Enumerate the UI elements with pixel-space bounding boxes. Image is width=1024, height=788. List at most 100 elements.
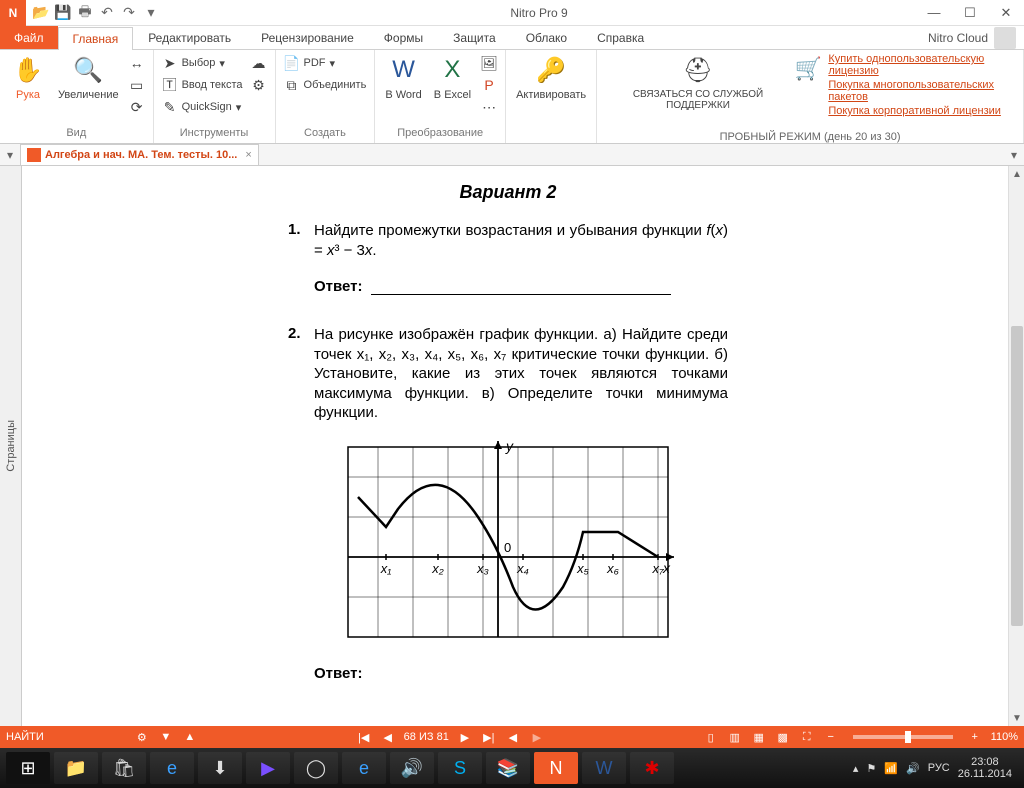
undo-icon[interactable]: ↶ — [96, 2, 118, 24]
buy-corp-link[interactable]: Покупка корпоративной лицензии — [828, 104, 1019, 118]
pdf-button[interactable]: 📄PDF ▾ — [280, 52, 371, 74]
tab-review[interactable]: Рецензирование — [246, 26, 369, 49]
next-page-icon[interactable]: ▶ — [457, 729, 473, 745]
zoom-value[interactable]: 110% — [991, 731, 1018, 743]
tb-word[interactable]: W — [582, 752, 626, 784]
view-full-icon[interactable]: ⛶ — [799, 729, 815, 745]
nav-up-icon[interactable]: ▲ — [182, 729, 198, 745]
select-button[interactable]: ➤Выбор ▾ — [158, 52, 247, 74]
tray-action-icon[interactable]: ⚑ — [866, 762, 876, 775]
tb-volume[interactable]: 🔊 — [390, 752, 434, 784]
zoom-slider[interactable] — [853, 735, 953, 739]
nav-fwd-icon[interactable]: ▶ — [529, 729, 545, 745]
support-button[interactable]: ⛑ СВЯЗАТЬСЯ СО СЛУЖБОЙ ПОДДЕРЖКИ — [601, 52, 795, 113]
rotate-button[interactable]: ⟳ — [125, 96, 149, 118]
zoom-knob[interactable] — [905, 731, 911, 743]
tab-protect[interactable]: Защита — [438, 26, 511, 49]
qat-dropdown-icon[interactable]: ▾ — [140, 2, 162, 24]
buy-single-link[interactable]: Купить однопользовательскую лицензию — [828, 52, 1019, 78]
tray-clock[interactable]: 23:08 26.11.2014 — [958, 756, 1012, 780]
to-image-button[interactable]: 🖼 — [477, 52, 501, 74]
find-label[interactable]: НАЙТИ — [6, 731, 44, 743]
nitro-cloud-account[interactable]: Nitro Cloud — [920, 26, 1024, 49]
nav-down-icon[interactable]: ▼ — [158, 729, 174, 745]
group-activate: 🔑Активировать — [506, 50, 597, 143]
tb-nitro[interactable]: N — [534, 752, 578, 784]
settings-icon[interactable]: ⚙ — [134, 729, 150, 745]
gear-button[interactable]: ⚙ — [247, 74, 271, 96]
zoom-in-icon[interactable]: + — [967, 729, 983, 745]
tray-volume-icon[interactable]: 🔊 — [906, 762, 920, 775]
doctabs-right-dropdown[interactable]: ▾ — [1004, 144, 1024, 165]
fit-width-button[interactable]: ↔ — [125, 52, 149, 74]
view-facing-icon[interactable]: ▦ — [751, 729, 767, 745]
start-button[interactable]: ⊞ — [6, 752, 50, 784]
activate-button[interactable]: 🔑Активировать — [510, 52, 592, 103]
tab-cloud[interactable]: Облако — [511, 26, 582, 49]
tb-store[interactable]: 🛍 — [102, 752, 146, 784]
page-area[interactable]: Вариант 2 1. Найдите промежутки возраста… — [22, 166, 1024, 726]
close-button[interactable]: ✕ — [988, 0, 1024, 26]
buy-multi-link[interactable]: Покупка многопользовательских пакетов — [828, 78, 1019, 104]
tb-player[interactable]: ▶ — [246, 752, 290, 784]
vertical-scrollbar[interactable]: ▲ ▼ — [1008, 166, 1024, 726]
view-cont-icon[interactable]: ▥ — [727, 729, 743, 745]
tray-network-icon[interactable]: 📶 — [884, 762, 898, 775]
view-small-buttons: ↔ ▭ ⟳ — [125, 52, 149, 118]
minimize-button[interactable]: — — [916, 0, 952, 26]
task-2-num: 2. — [288, 325, 314, 423]
zoom-button[interactable]: 🔍 Увеличение — [52, 52, 125, 103]
tb-chrome[interactable]: ◯ — [294, 752, 338, 784]
combine-button[interactable]: ⧉Объединить — [280, 74, 371, 96]
tb-downloads[interactable]: ⬇ — [198, 752, 242, 784]
view-contfacing-icon[interactable]: ▩ — [775, 729, 791, 745]
group-create-caption: Создать — [280, 125, 371, 143]
to-excel-button[interactable]: XВ Excel — [428, 52, 477, 103]
to-word-button[interactable]: WВ Word — [379, 52, 427, 103]
tray-expand-icon[interactable]: ▴ — [853, 762, 859, 775]
fit-page-button[interactable]: ▭ — [125, 74, 149, 96]
tb-ie2[interactable]: e — [342, 752, 386, 784]
nav-back-icon[interactable]: ◀ — [505, 729, 521, 745]
tab-forms[interactable]: Формы — [369, 26, 438, 49]
scroll-down-icon[interactable]: ▼ — [1009, 710, 1024, 726]
file-tab[interactable]: Файл — [0, 26, 58, 49]
tab-home[interactable]: Главная — [58, 27, 134, 50]
tab-help[interactable]: Справка — [582, 26, 659, 49]
ribbon: ✋ Рука 🔍 Увеличение ↔ ▭ ⟳ Вид ➤Выбор ▾ 🅃… — [0, 50, 1024, 144]
tb-ie[interactable]: e — [150, 752, 194, 784]
hand-tool-button[interactable]: ✋ Рука — [4, 52, 52, 103]
text-icon: 🅃 — [162, 77, 178, 93]
open-icon[interactable]: 📂 — [30, 2, 52, 24]
pages-panel-tab[interactable]: Страницы — [0, 166, 22, 726]
tb-winrar[interactable]: 📚 — [486, 752, 530, 784]
type-text-button[interactable]: 🅃Ввод текста — [158, 74, 247, 96]
to-other-button[interactable]: ⋯ — [477, 96, 501, 118]
cloud-label: Nitro Cloud — [928, 31, 988, 45]
tb-explorer[interactable]: 📁 — [54, 752, 98, 784]
last-page-icon[interactable]: ▶| — [481, 729, 497, 745]
first-page-icon[interactable]: |◀ — [356, 729, 372, 745]
print-icon[interactable]: 🖶 — [74, 2, 96, 24]
redo-icon[interactable]: ↷ — [118, 2, 140, 24]
doctabs-dropdown[interactable]: ▾ — [0, 144, 20, 165]
to-ppt-button[interactable]: P — [477, 74, 501, 96]
tab-edit[interactable]: Редактировать — [133, 26, 246, 49]
scroll-up-icon[interactable]: ▲ — [1009, 166, 1024, 182]
excel-icon: X — [436, 54, 468, 86]
quicksign-button[interactable]: ✎QuickSign ▾ — [158, 96, 247, 118]
save-icon[interactable]: 💾 — [52, 2, 74, 24]
view-single-icon[interactable]: ▯ — [703, 729, 719, 745]
document-tab[interactable]: Алгебра и нач. МА. Тем. тесты. 10... × — [20, 144, 259, 165]
close-tab-icon[interactable]: × — [245, 149, 251, 161]
cloud-button[interactable]: ☁ — [247, 52, 271, 74]
tray-lang[interactable]: РУС — [928, 762, 950, 774]
maximize-button[interactable]: ☐ — [952, 0, 988, 26]
prev-page-icon[interactable]: ◀ — [380, 729, 396, 745]
task-2-answer: Ответ: — [314, 665, 728, 682]
scroll-thumb[interactable] — [1011, 326, 1023, 626]
app-logo: N — [0, 0, 26, 26]
tb-skype[interactable]: S — [438, 752, 482, 784]
zoom-out-icon[interactable]: − — [823, 729, 839, 745]
tb-app[interactable]: ✱ — [630, 752, 674, 784]
